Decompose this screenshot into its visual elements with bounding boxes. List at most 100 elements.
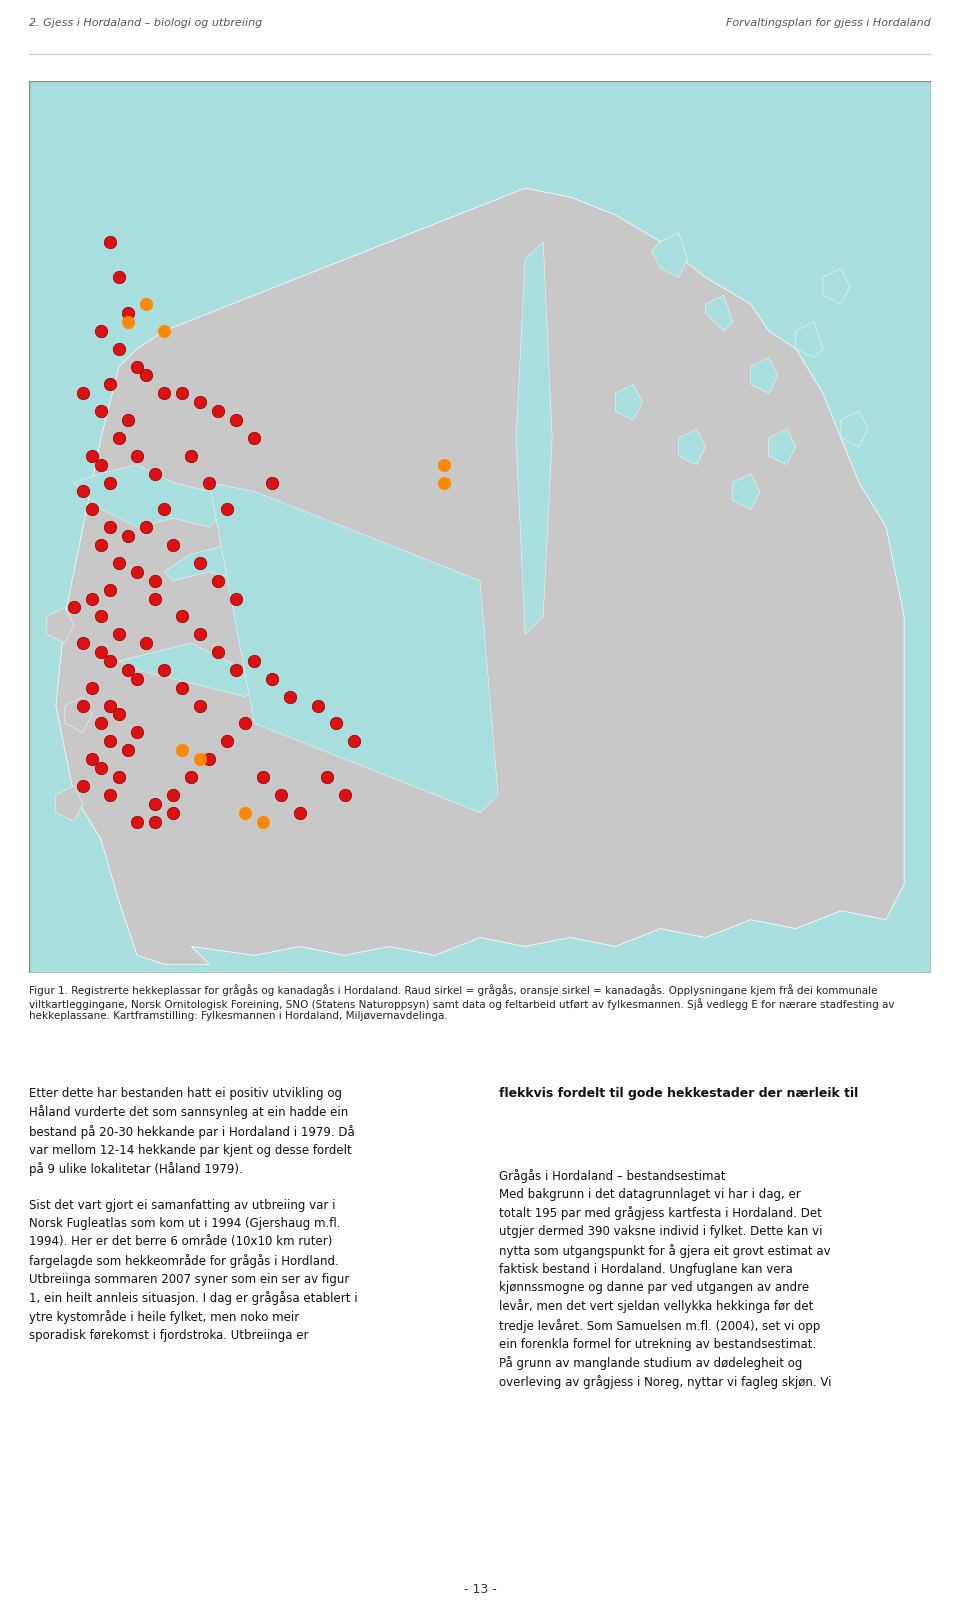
Text: flekkvis fordelt til gode hekkestader der nærleik til: flekkvis fordelt til gode hekkestader de… [499,1087,858,1100]
Point [265,665,280,691]
Point [220,496,235,522]
Point [202,469,217,495]
Polygon shape [65,696,92,732]
Point [75,381,90,407]
Text: - 13 -: - 13 - [464,1583,496,1596]
Polygon shape [209,482,498,813]
Point [111,764,127,790]
Point [120,736,135,762]
Point [138,514,154,540]
Text: 2. Gjess i Hordaland – biologi og utbreiing: 2. Gjess i Hordaland – biologi og utbrei… [29,18,262,28]
Point [175,675,190,701]
Point [247,647,262,675]
Point [103,514,118,540]
Point [165,800,180,826]
Point [156,496,172,522]
Point [111,621,127,647]
Point [103,728,118,754]
Point [138,629,154,655]
Point [93,754,108,780]
Point [111,425,127,451]
Polygon shape [823,268,850,305]
Point [193,746,208,772]
Polygon shape [796,321,823,357]
Point [210,639,226,665]
Point [148,790,163,816]
Point [75,693,90,719]
Polygon shape [652,234,687,277]
Point [175,381,190,407]
Point [228,407,244,433]
Point [93,532,108,558]
Point [103,576,118,602]
Point [111,550,127,576]
Text: Forvaltingsplan for gjess i Hordaland: Forvaltingsplan for gjess i Hordaland [727,18,931,28]
Point [130,665,145,691]
Point [202,746,217,772]
Point [265,469,280,495]
Point [193,621,208,647]
Point [148,461,163,487]
Point [210,568,226,594]
Polygon shape [841,410,868,446]
Point [238,710,253,736]
Point [111,701,127,727]
Point [84,675,100,701]
Point [175,736,190,762]
Point [75,478,90,504]
Point [193,550,208,576]
Polygon shape [732,474,759,509]
Point [103,647,118,675]
Point [120,407,135,433]
Polygon shape [706,295,732,331]
Point [247,425,262,451]
Point [84,586,100,611]
Point [156,657,172,683]
Point [75,629,90,655]
Point [66,594,82,620]
Point [310,693,325,719]
Polygon shape [769,428,796,464]
Point [283,683,299,709]
Point [210,397,226,423]
Point [103,371,118,397]
Point [103,469,118,495]
Polygon shape [56,785,83,821]
Point [130,558,145,584]
Point [111,336,127,362]
Point [93,603,108,629]
Point [183,764,199,790]
Polygon shape [751,357,778,394]
Point [228,657,244,683]
Point [120,300,135,326]
Point [120,308,135,336]
Point [103,693,118,719]
Point [156,318,172,344]
Polygon shape [164,545,336,607]
Polygon shape [47,607,74,642]
Point [103,229,118,255]
Point [93,639,108,665]
Point [84,746,100,772]
Polygon shape [615,384,642,420]
Point [193,693,208,719]
Point [255,764,271,790]
Point [238,800,253,826]
Point [93,397,108,423]
Point [130,443,145,469]
FancyBboxPatch shape [29,81,931,973]
Point [436,451,451,477]
Point [84,496,100,522]
Point [120,657,135,683]
Point [148,808,163,834]
Point [346,728,361,754]
Point [165,532,180,558]
Polygon shape [516,242,552,634]
Point [130,354,145,380]
Text: Figur 1. Registrerte hekkeplassar for grågås og kanadagås i Hordaland. Raud sirk: Figur 1. Registrerte hekkeplassar for gr… [29,983,895,1022]
Point [165,782,180,808]
Point [156,381,172,407]
Point [319,764,334,790]
Point [130,808,145,834]
Polygon shape [119,642,263,696]
